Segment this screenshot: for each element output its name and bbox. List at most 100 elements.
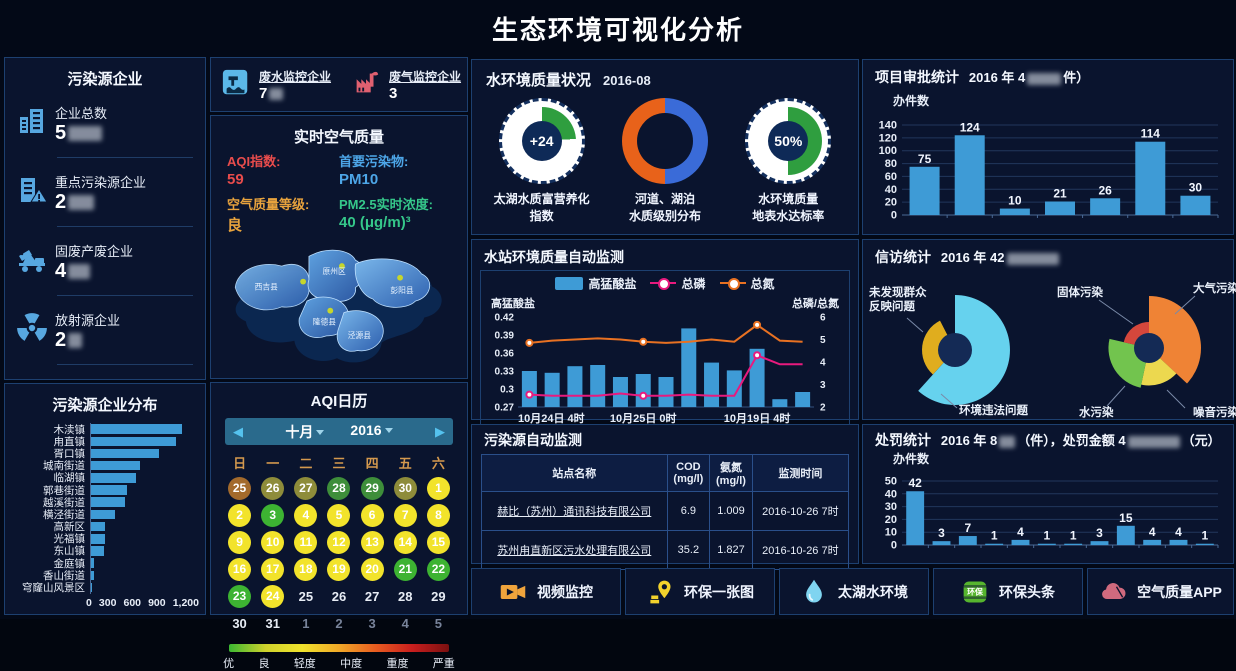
calendar-day-circle: 7 xyxy=(393,503,417,527)
redacted-value xyxy=(999,435,1016,448)
distribution-track xyxy=(90,447,195,460)
svg-text:0.27: 0.27 xyxy=(495,403,515,414)
calendar-day[interactable]: 30 xyxy=(223,610,256,636)
calendar-day[interactable]: 24 xyxy=(256,583,289,609)
svg-text:10: 10 xyxy=(885,527,897,539)
distribution-track xyxy=(90,423,195,436)
calendar-day[interactable]: 2 xyxy=(223,502,256,528)
calendar-month-select[interactable]: 十月 xyxy=(285,422,325,442)
distribution-category: 木渎镇 xyxy=(53,423,86,436)
calendar-day[interactable]: 3 xyxy=(356,610,389,636)
calendar-day[interactable]: 16 xyxy=(223,556,256,582)
calendar-day[interactable]: 13 xyxy=(356,529,389,555)
calendar-day[interactable]: 31 xyxy=(256,610,289,636)
panel-station-monitoring: 水站环境质量自动监测 高猛酸盐 总磷 总氮 高猛酸盐 总磷/总氮 0.27 0.3… xyxy=(471,239,859,435)
calendar-day[interactable]: 11 xyxy=(289,529,322,555)
aqi-index: AQI指数: 59 xyxy=(227,154,281,188)
env-map-button[interactable]: 环保一张图 xyxy=(625,568,775,615)
calendar-day[interactable]: 15 xyxy=(422,529,455,555)
calendar-day[interactable]: 9 xyxy=(223,529,256,555)
svg-text:140: 140 xyxy=(879,120,897,132)
bar xyxy=(1011,539,1030,545)
calendar-day[interactable]: 30 xyxy=(389,475,422,501)
air-quality-app-button[interactable]: 空气质量APP xyxy=(1087,568,1234,615)
aqi-legend-labels: 优 良 轻度 中度 重度 严重 xyxy=(211,652,467,671)
calendar-day[interactable]: 29 xyxy=(356,475,389,501)
calendar-day-circle: 8 xyxy=(426,503,450,527)
video-monitor-button[interactable]: 视频监控 xyxy=(471,568,621,615)
exhaust-label[interactable]: 废气监控企业 xyxy=(389,69,462,84)
station-name-link[interactable]: 赫比（苏州）通讯科技有限公司 xyxy=(481,491,668,531)
calendar-prev-arrow[interactable]: ◀ xyxy=(233,423,243,439)
stat-row: 固废产废企业 4 xyxy=(5,227,205,296)
stat-value: 4 xyxy=(55,260,133,282)
legend-total-nitrogen[interactable]: 总氮 xyxy=(719,275,775,292)
calendar-next-arrow[interactable]: ▶ xyxy=(435,423,445,439)
region-map[interactable]: 西吉县 原州区 彭阳县 隆德县 泾源县 xyxy=(211,235,467,370)
redacted-value xyxy=(68,333,83,349)
legend-total-phosphorus[interactable]: 总磷 xyxy=(650,275,706,292)
distribution-row: 穹窿山风景区 xyxy=(9,581,195,594)
calendar-day[interactable]: 19 xyxy=(322,556,355,582)
calendar-day-circle: 5 xyxy=(327,503,351,527)
calendar-day[interactable]: 21 xyxy=(389,556,422,582)
calendar-day[interactable]: 14 xyxy=(389,529,422,555)
calendar-day[interactable]: 8 xyxy=(422,502,455,528)
calendar-day[interactable]: 26 xyxy=(322,583,355,609)
petition-pie-left: 未发现群众 反映问题 环境违法问题 xyxy=(863,270,1053,425)
calendar-day[interactable]: 28 xyxy=(389,583,422,609)
calendar-day[interactable]: 3 xyxy=(256,502,289,528)
map-region-yuanzhou[interactable] xyxy=(307,249,364,302)
calendar-day[interactable]: 28 xyxy=(322,475,355,501)
x-tick: 600 xyxy=(123,596,142,609)
calendar-day[interactable]: 1 xyxy=(289,610,322,636)
calendar-day[interactable]: 27 xyxy=(356,583,389,609)
calendar-day[interactable]: 5 xyxy=(322,502,355,528)
legend-permanganate[interactable]: 高猛酸盐 xyxy=(555,275,636,292)
calendar-day[interactable]: 29 xyxy=(422,583,455,609)
svg-text:124: 124 xyxy=(960,120,980,134)
calendar-day[interactable]: 5 xyxy=(422,610,455,636)
calendar-day[interactable]: 12 xyxy=(322,529,355,555)
distribution-category: 光福镇 xyxy=(53,533,86,546)
gauge-surface-water-compliance: 50% 水环境质量 地表水达标率 xyxy=(728,98,848,226)
calendar-day[interactable]: 1 xyxy=(422,475,455,501)
map-region-jingyuan[interactable] xyxy=(336,310,384,352)
calendar-day[interactable]: 22 xyxy=(422,556,455,582)
distribution-bar-chart: 木渎镇 甪直镇 胥口镇 城南街道 临湖镇 郭巷街道 越溪街道 横泾街道 高新区 光福镇 东山镇 金庭镇… xyxy=(5,415,205,594)
wastewater-label[interactable]: 废水监控企业 xyxy=(259,69,332,84)
calendar-day[interactable]: 10 xyxy=(256,529,289,555)
distribution-category: 东山镇 xyxy=(53,545,86,558)
radiation-icon xyxy=(15,311,55,350)
svg-text:80: 80 xyxy=(885,158,897,170)
calendar-day[interactable]: 4 xyxy=(389,610,422,636)
calendar-day[interactable]: 25 xyxy=(223,475,256,501)
calendar-day[interactable]: 4 xyxy=(289,502,322,528)
panel-pollution-sources: 污染源企业 企业总数 5 重点污染源企业 2 固废产废企业 4 放射源企业 2 xyxy=(4,57,206,380)
calendar-day[interactable]: 2 xyxy=(322,610,355,636)
calendar-day[interactable]: 7 xyxy=(389,502,422,528)
calendar-day[interactable]: 26 xyxy=(256,475,289,501)
calendar-year-select[interactable]: 2016 xyxy=(350,422,393,442)
svg-text:3: 3 xyxy=(938,526,945,540)
calendar-day[interactable]: 6 xyxy=(356,502,389,528)
calendar-day[interactable]: 25 xyxy=(289,583,322,609)
map-region-pengyang[interactable] xyxy=(354,258,431,308)
donut-chart xyxy=(621,98,708,184)
penalty-y-label: 办件数 xyxy=(893,452,930,466)
env-headlines-button[interactable]: 环保 环保头条 xyxy=(933,568,1083,615)
calendar-day[interactable]: 23 xyxy=(223,583,256,609)
calendar-day[interactable]: 27 xyxy=(289,475,322,501)
calendar-day[interactable]: 20 xyxy=(356,556,389,582)
distribution-track xyxy=(90,544,195,558)
calendar-day[interactable]: 17 xyxy=(256,556,289,582)
taihu-water-button[interactable]: 太湖水环境 xyxy=(779,568,929,615)
station-name-link[interactable]: 苏州甪直新区污水处理有限公司 xyxy=(481,530,668,570)
svg-text:大气污染: 大气污染 xyxy=(1193,281,1236,295)
table-cell: 2016-10-26 7时 xyxy=(751,530,850,570)
bar xyxy=(1180,195,1211,215)
calendar-day[interactable]: 18 xyxy=(289,556,322,582)
map-label: 泾源县 xyxy=(348,331,372,340)
table-row: 赫比（苏州）通讯科技有限公司 6.9 1.009 2016-10-26 7时 xyxy=(481,491,850,531)
distribution-row: 香山街道 xyxy=(9,569,195,582)
